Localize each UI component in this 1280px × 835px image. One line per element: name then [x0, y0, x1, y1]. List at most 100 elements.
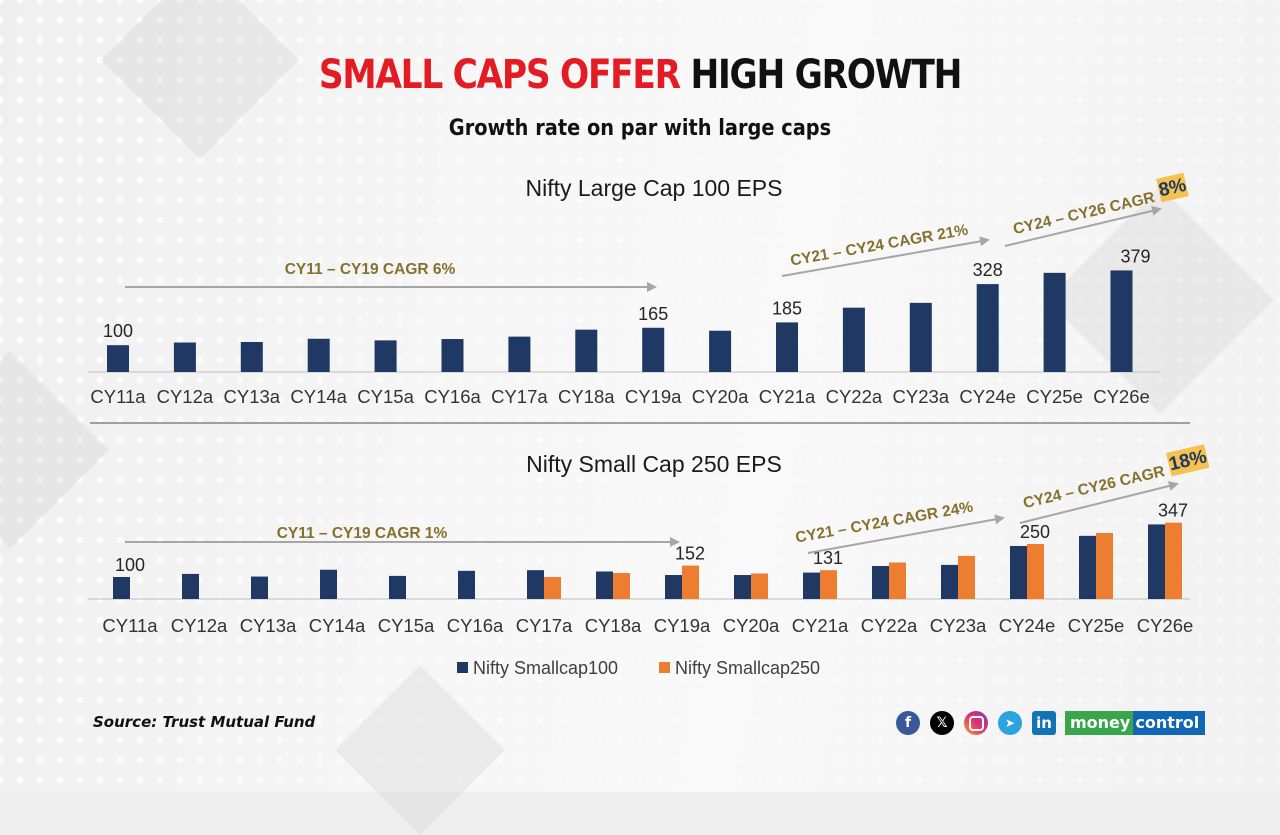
bar-nifty-smallcap250: [613, 573, 630, 599]
data-label: 100: [103, 321, 133, 341]
legend-swatch: [659, 662, 670, 673]
x-tick-label: CY12a: [171, 615, 228, 636]
x-tick-label: CY21a: [759, 386, 816, 407]
bar-nifty-large-cap-100: [709, 330, 732, 372]
x-tick-label: CY21a: [792, 615, 849, 636]
bar-nifty-smallcap250: [682, 565, 699, 599]
bar-nifty-large-cap-100: [508, 336, 531, 372]
title-black-part: HIGH GROWTH: [690, 52, 962, 98]
page-subtitle: Growth rate on par with large caps: [448, 116, 832, 141]
cagr-label: CY24 – CY26 CAGR: [1012, 189, 1157, 238]
page-title: SMALL CAPS OFFER HIGH GROWTH: [90, 52, 1191, 98]
cagr-highlight-box: [1156, 172, 1189, 203]
bar-nifty-smallcap250: [1165, 522, 1182, 599]
x-tick-label: CY23a: [930, 615, 987, 636]
cagr-arrow: [1004, 205, 1162, 247]
bar-nifty-smallcap100: [1010, 545, 1027, 599]
bar-nifty-smallcap250: [958, 555, 975, 599]
chart-title-smallcap: Nifty Small Cap 250 EPS: [526, 451, 782, 477]
x-tick-label: CY19a: [654, 615, 711, 636]
bar-nifty-large-cap-100: [976, 284, 999, 372]
bar-nifty-smallcap100: [1079, 535, 1096, 599]
x-tick-label: CY20a: [723, 615, 780, 636]
x-tick-label: CY17a: [516, 615, 573, 636]
logo-money: money: [1065, 711, 1134, 735]
x-tick-label: CY25e: [1026, 386, 1083, 407]
x-tick-label: CY26e: [1137, 615, 1194, 636]
bar-nifty-smallcap100: [803, 572, 820, 599]
bar-nifty-large-cap-100: [776, 322, 798, 372]
bar-nifty-smallcap100: [458, 570, 475, 599]
bar-nifty-smallcap250: [1096, 533, 1113, 599]
bar-nifty-large-cap-100: [374, 340, 397, 372]
x-tick-label: CY14a: [290, 386, 347, 407]
facebook-icon[interactable]: f: [896, 711, 920, 735]
charts-canvas: CY11a 100 CY12a CY13a CY14a CY15a CY16a CY17a CY…: [88, 172, 1210, 678]
data-label: 131: [813, 548, 843, 568]
x-tick-label: CY22a: [826, 386, 883, 407]
x-tick-label: CY16a: [447, 615, 504, 636]
legend-label: Nifty Smallcap100: [473, 658, 618, 678]
x-tick-label: CY13a: [224, 386, 281, 407]
bar-nifty-smallcap250: [820, 570, 837, 599]
x-tick-label: CY15a: [378, 615, 435, 636]
bar-nifty-large-cap-100: [842, 307, 865, 372]
cagr-arrow: [781, 236, 990, 277]
x-tick-label: CY12a: [157, 386, 214, 407]
bar-nifty-smallcap250: [889, 562, 906, 599]
background-gradient: [0, 0, 1280, 792]
x-tick-label: CY19a: [625, 386, 682, 407]
x-tick-label: CY14a: [309, 615, 366, 636]
moneycontrol-logo: money control: [1065, 711, 1206, 735]
x-tick-label: CY11a: [102, 615, 158, 636]
bar-nifty-smallcap100: [182, 573, 199, 599]
telegram-icon[interactable]: ➤: [998, 711, 1022, 735]
data-label: 250: [1020, 522, 1050, 542]
x-tick-label: CY25e: [1068, 615, 1125, 636]
cagr-arrow: [1019, 481, 1179, 524]
bar-nifty-large-cap-100: [173, 342, 196, 372]
bar-nifty-large-cap-100: [1110, 270, 1133, 372]
x-tick-label: CY23a: [893, 386, 950, 407]
bar-nifty-large-cap-100: [642, 327, 665, 372]
data-label: 185: [772, 298, 802, 318]
x-tick-label: CY17a: [491, 386, 548, 407]
bar-nifty-large-cap-100: [307, 338, 330, 372]
data-label: 328: [973, 260, 1003, 280]
instagram-icon[interactable]: [964, 711, 988, 735]
bar-nifty-smallcap100: [389, 575, 406, 599]
x-tick-label: CY18a: [585, 615, 642, 636]
bar-nifty-large-cap-100: [909, 302, 932, 372]
x-tick-label: CY15a: [357, 386, 414, 407]
bar-nifty-large-cap-100: [107, 345, 129, 372]
x-tick-label: CY13a: [240, 615, 297, 636]
cagr-label: CY11 – CY19 CAGR 6%: [285, 261, 456, 278]
bar-nifty-smallcap100: [113, 577, 130, 599]
linkedin-icon[interactable]: in: [1032, 711, 1056, 735]
bar-nifty-large-cap-100: [441, 339, 464, 372]
data-label: 100: [115, 555, 145, 575]
data-label: 165: [638, 304, 668, 324]
bar-nifty-smallcap100: [527, 570, 544, 599]
cagr-label: CY21 – CY24 CAGR 21%: [789, 222, 969, 270]
bar-nifty-smallcap250: [751, 573, 768, 599]
bar-nifty-smallcap250: [544, 577, 561, 599]
bar-nifty-smallcap100: [320, 569, 337, 599]
x-tick-label: CY26e: [1093, 386, 1150, 407]
x-tick-label: CY24e: [999, 615, 1056, 636]
bar-nifty-smallcap100: [665, 575, 682, 599]
data-label: 152: [675, 544, 705, 564]
x-tick-label: CY24e: [959, 386, 1016, 407]
bar-nifty-smallcap100: [872, 566, 889, 599]
x-tick-label: CY18a: [558, 386, 615, 407]
bar-nifty-smallcap100: [734, 575, 751, 599]
data-label: 379: [1120, 246, 1150, 266]
cagr-highlight-box: [1166, 444, 1210, 477]
x-tick-label: CY20a: [692, 386, 749, 407]
x-icon[interactable]: 𝕏: [930, 711, 954, 735]
bar-nifty-smallcap100: [1148, 524, 1165, 599]
bar-nifty-large-cap-100: [1043, 272, 1066, 372]
legend-swatch: [457, 662, 468, 673]
title-red-part: SMALL CAPS OFFER: [318, 52, 681, 98]
bar-nifty-smallcap100: [596, 571, 613, 599]
